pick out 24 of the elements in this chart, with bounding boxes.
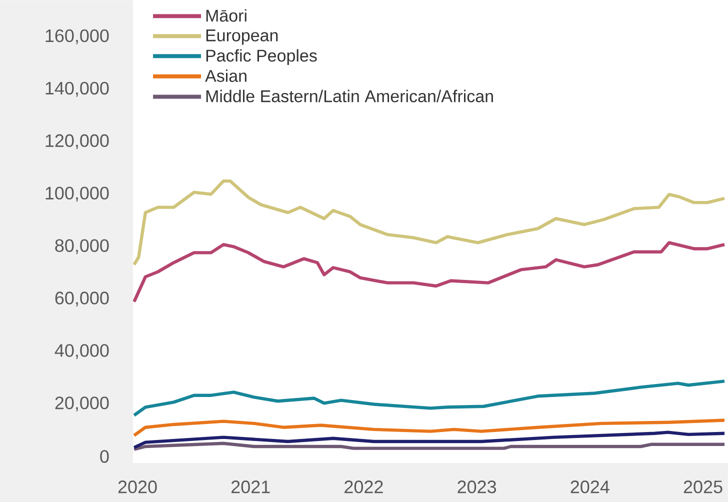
legend-label: Middle Eastern/Latin American/African [206, 90, 493, 102]
x-tick-label: 2024 [570, 480, 610, 494]
y-tick-label: 40,000 [54, 344, 109, 359]
y-tick-label: 80,000 [55, 239, 109, 254]
y-tick-label: 160,000 [46, 29, 109, 44]
line-series [132, 179, 726, 266]
y-tick-label: 140,000 [46, 82, 109, 97]
legend-label: European [206, 30, 278, 45]
y-tick-label: 60,000 [55, 292, 109, 307]
y-tick-label: 20,000 [55, 396, 109, 412]
line-series [132, 241, 726, 304]
line-series [132, 380, 726, 417]
y-tick-label: 0 [100, 450, 109, 463]
y-tick-label: 100,000 [46, 186, 109, 202]
legend-label: Asian [205, 70, 246, 82]
line-series [132, 418, 726, 438]
legend-label: Māori [206, 9, 246, 22]
x-tick-label: 2021 [232, 480, 270, 494]
x-tick-label: 2025 [684, 480, 722, 494]
x-tick-label: 2022 [344, 480, 383, 494]
legend-label: Pacfic Peoples [206, 49, 317, 66]
y-tick-label: 120,000 [46, 134, 109, 150]
x-tick-label: 2023 [458, 480, 496, 494]
x-tick-label: 2020 [118, 480, 157, 494]
